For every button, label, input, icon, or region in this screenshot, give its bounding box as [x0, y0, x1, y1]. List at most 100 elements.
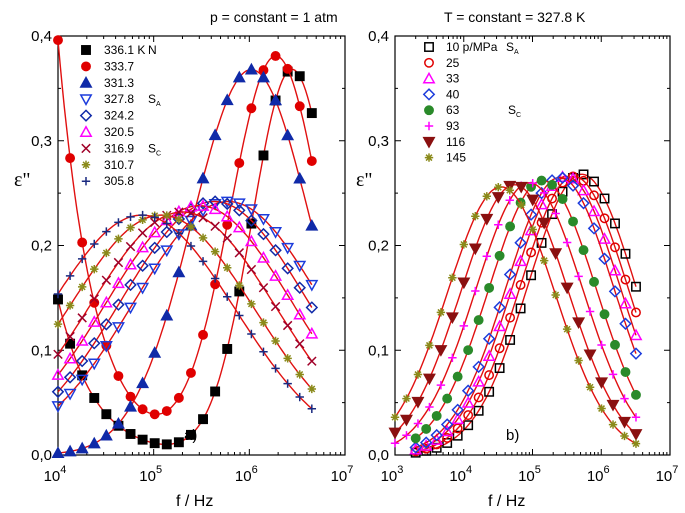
series-3-point	[232, 198, 246, 211]
series-1-point	[452, 423, 463, 434]
y-tick-label: 0,1	[31, 342, 52, 359]
x-tick-label: 107	[331, 464, 354, 485]
series-1-point	[610, 242, 620, 253]
series-2-point	[587, 204, 601, 217]
series-4-point	[442, 393, 453, 404]
series-0-point	[198, 414, 208, 425]
series-4-point	[536, 175, 547, 186]
series-5-point	[244, 234, 258, 247]
series-2-point	[75, 441, 89, 454]
series-4-point	[112, 298, 125, 311]
series-4-point	[578, 245, 589, 256]
series-4-point	[51, 385, 65, 399]
series-6-point	[222, 233, 232, 243]
series-5-point	[436, 380, 446, 390]
series-4-point	[196, 197, 210, 210]
series-7-point	[539, 256, 549, 265]
series-1-point	[599, 213, 610, 224]
series-8-point	[138, 210, 147, 220]
series-7-point	[436, 308, 446, 317]
series-2-point	[293, 171, 307, 184]
series-6-point	[629, 429, 643, 441]
series-0-point	[149, 438, 160, 449]
y-tick-label: 0,1	[368, 342, 389, 359]
series-7-point	[562, 324, 572, 334]
series-2-point	[99, 428, 113, 441]
series-2-point	[482, 349, 496, 361]
series-2-fit-line	[415, 175, 637, 451]
series-1-point	[294, 101, 305, 112]
series-5-point	[269, 269, 283, 281]
series-7-point	[247, 299, 256, 309]
series-1-point	[463, 410, 474, 421]
series-2-point	[535, 197, 549, 210]
series-2-point	[208, 128, 222, 141]
series-1-point	[53, 35, 63, 46]
series-6-point	[125, 241, 136, 252]
series-6-point	[149, 217, 160, 228]
series-8-point	[259, 347, 268, 356]
series-0	[53, 66, 317, 450]
series-1-point	[234, 158, 245, 168]
series-0-point	[494, 363, 505, 374]
panel-a-title: p = constant = 1 atm	[210, 9, 338, 25]
series-7-fit-line	[394, 186, 637, 445]
series-4-point	[589, 276, 599, 287]
series-5-point	[505, 196, 514, 205]
series-7-point	[138, 215, 147, 225]
series-2-point	[160, 308, 174, 321]
series-2-point	[196, 171, 210, 184]
series-5-point	[111, 276, 125, 289]
series-4-point	[610, 339, 620, 350]
series-7-point	[307, 384, 317, 394]
series-5-point	[482, 252, 492, 261]
series-4-point	[87, 337, 101, 350]
series-7-point	[114, 234, 123, 244]
y-tick-label: 0,4	[368, 28, 389, 45]
series-8-point	[307, 404, 317, 413]
series-4-point	[63, 371, 77, 384]
legend-0-symbol	[424, 42, 434, 52]
series-7-point	[90, 264, 99, 274]
series-1-point	[484, 370, 495, 381]
legend-5-symbol	[424, 121, 434, 131]
series-7	[53, 211, 317, 394]
series-2-point	[577, 183, 591, 196]
legend-1-label: 333.7	[104, 59, 134, 73]
series-6-point	[198, 213, 208, 223]
series-3-point	[556, 171, 569, 185]
series-5-point	[136, 240, 150, 253]
series-7-point	[425, 341, 434, 350]
series-4-point	[494, 250, 505, 261]
series-2-point	[148, 346, 162, 358]
legend-5-symbol	[79, 125, 93, 137]
series-4-fit-line	[57, 200, 313, 393]
series-3-fit-line	[57, 200, 313, 407]
legend-6-label: 116	[446, 135, 465, 149]
series-6-fit-line	[57, 211, 313, 362]
legend-1-symbol	[424, 57, 434, 68]
series-0-point	[505, 334, 516, 345]
series-1-point	[246, 103, 257, 114]
series-3-point	[629, 347, 643, 360]
series-7-point	[574, 356, 583, 365]
series-4-point	[599, 309, 610, 320]
series-8-point	[235, 311, 244, 320]
series-3-point	[269, 227, 283, 239]
legend-7-label: 145	[446, 151, 466, 165]
series-4-point	[148, 241, 161, 255]
series-7-point	[517, 200, 526, 210]
series-6-point	[113, 257, 124, 268]
legend-0-label: 10 p/MPa	[446, 40, 498, 54]
series-2-point	[472, 374, 486, 387]
series-4-point	[281, 262, 294, 275]
series-8	[53, 210, 317, 413]
series-1-point	[161, 406, 172, 416]
series-2-point	[608, 263, 622, 276]
series-0-point	[101, 409, 112, 420]
series-6-point	[53, 349, 63, 360]
series-8-point	[53, 289, 63, 299]
series-2-point	[598, 232, 611, 244]
series-7-point	[620, 431, 629, 441]
